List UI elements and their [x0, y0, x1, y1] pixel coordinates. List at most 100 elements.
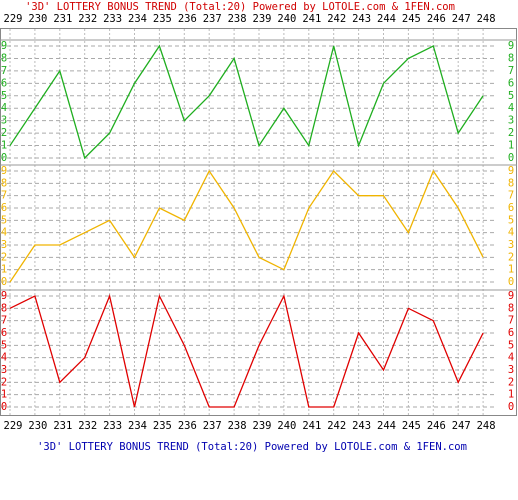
y-tick-label: 9	[508, 290, 514, 302]
y-tick-label: 5	[508, 214, 514, 226]
x-tick-label: 240	[277, 13, 296, 25]
y-tick-label: 5	[508, 339, 514, 351]
x-tick-label: 248	[477, 13, 496, 25]
y-tick-label: 0	[508, 276, 514, 288]
x-tick-label: 244	[377, 420, 396, 432]
x-tick-label: 233	[103, 13, 122, 25]
y-tick-label: 2	[1, 127, 7, 139]
y-tick-label: 6	[508, 202, 514, 214]
y-tick-label: 1	[1, 389, 7, 401]
y-tick-label: 9	[508, 40, 514, 52]
y-tick-label: 6	[1, 77, 7, 89]
y-tick-label: 4	[508, 227, 514, 239]
x-tick-label: 243	[352, 13, 371, 25]
x-tick-label: 245	[402, 420, 421, 432]
x-tick-label: 236	[178, 13, 197, 25]
trend-line	[9, 44, 484, 160]
frame	[0, 28, 517, 416]
x-tick-label: 236	[178, 420, 197, 432]
y-tick-label: 7	[1, 65, 7, 77]
x-tick-label: 230	[28, 420, 47, 432]
y-tick-label: 3	[1, 115, 7, 127]
x-tick-label: 237	[203, 13, 222, 25]
y-tick-label: 7	[1, 190, 7, 202]
y-tick-label: 3	[508, 115, 514, 127]
y-tick-label: 9	[1, 290, 7, 302]
x-tick-label: 242	[327, 420, 346, 432]
y-tick-label: 2	[508, 127, 514, 139]
y-tick-label: 4	[508, 102, 514, 114]
y-tick-label: 1	[508, 140, 514, 152]
y-tick-label: 4	[1, 102, 7, 114]
x-tick-label: 235	[153, 420, 172, 432]
x-tick-label: 248	[477, 420, 496, 432]
y-tick-label: 8	[508, 177, 514, 189]
chart-footer: '3D' LOTTERY BONUS TREND (Total:20) Powe…	[37, 441, 467, 453]
y-tick-label: 1	[1, 140, 7, 152]
x-tick-label: 239	[253, 13, 272, 25]
x-tick-label: 234	[128, 420, 147, 432]
x-tick-label: 232	[78, 420, 97, 432]
x-tick-label: 234	[128, 13, 147, 25]
y-tick-label: 5	[1, 339, 7, 351]
y-tick-label: 2	[508, 376, 514, 388]
y-tick-label: 7	[508, 315, 514, 327]
y-tick-label: 2	[508, 251, 514, 263]
x-tick-label: 232	[78, 13, 97, 25]
y-tick-label: 7	[508, 65, 514, 77]
x-tick-label: 238	[228, 420, 247, 432]
y-tick-label: 4	[508, 352, 514, 364]
y-tick-label: 8	[1, 302, 7, 314]
y-tick-label: 3	[508, 239, 514, 251]
y-tick-label: 7	[508, 190, 514, 202]
x-tick-label: 231	[53, 420, 72, 432]
x-tick-label: 237	[203, 420, 222, 432]
x-tick-label: 235	[153, 13, 172, 25]
y-tick-label: 0	[1, 401, 7, 413]
chart-title: '3D' LOTTERY BONUS TREND (Total:20) Powe…	[25, 1, 455, 13]
y-tick-label: 1	[508, 264, 514, 276]
x-tick-label: 231	[53, 13, 72, 25]
y-tick-label: 3	[1, 239, 7, 251]
y-tick-label: 9	[1, 165, 7, 177]
x-tick-label: 242	[327, 13, 346, 25]
x-tick-label: 229	[4, 13, 23, 25]
y-tick-label: 0	[1, 276, 7, 288]
y-tick-label: 9	[508, 165, 514, 177]
y-tick-label: 3	[1, 364, 7, 376]
y-tick-label: 8	[508, 302, 514, 314]
trend-line	[9, 169, 484, 283]
x-tick-label: 240	[277, 420, 296, 432]
x-tick-label: 245	[402, 13, 421, 25]
y-tick-label: 8	[1, 52, 7, 64]
y-tick-label: 1	[1, 264, 7, 276]
y-tick-label: 0	[508, 152, 514, 164]
x-tick-label: 244	[377, 13, 396, 25]
x-tick-label: 241	[302, 420, 321, 432]
x-tick-label: 239	[253, 420, 272, 432]
y-tick-label: 3	[508, 364, 514, 376]
x-tick-label: 241	[302, 13, 321, 25]
y-tick-label: 8	[508, 52, 514, 64]
y-tick-label: 5	[1, 90, 7, 102]
y-tick-label: 8	[1, 177, 7, 189]
y-tick-label: 2	[1, 251, 7, 263]
y-tick-label: 5	[1, 214, 7, 226]
x-tick-label: 247	[452, 13, 471, 25]
x-tick-label: 233	[103, 420, 122, 432]
y-tick-label: 2	[1, 376, 7, 388]
y-tick-label: 6	[508, 327, 514, 339]
y-tick-label: 6	[1, 202, 7, 214]
x-tick-label: 246	[427, 420, 446, 432]
x-tick-label: 230	[28, 13, 47, 25]
y-tick-label: 1	[508, 389, 514, 401]
x-tick-label: 238	[228, 13, 247, 25]
x-tick-label: 243	[352, 420, 371, 432]
y-tick-label: 6	[1, 327, 7, 339]
y-tick-label: 0	[1, 152, 7, 164]
y-tick-label: 9	[1, 40, 7, 52]
x-tick-label: 246	[427, 13, 446, 25]
trend-line	[9, 293, 484, 408]
y-tick-label: 0	[508, 401, 514, 413]
